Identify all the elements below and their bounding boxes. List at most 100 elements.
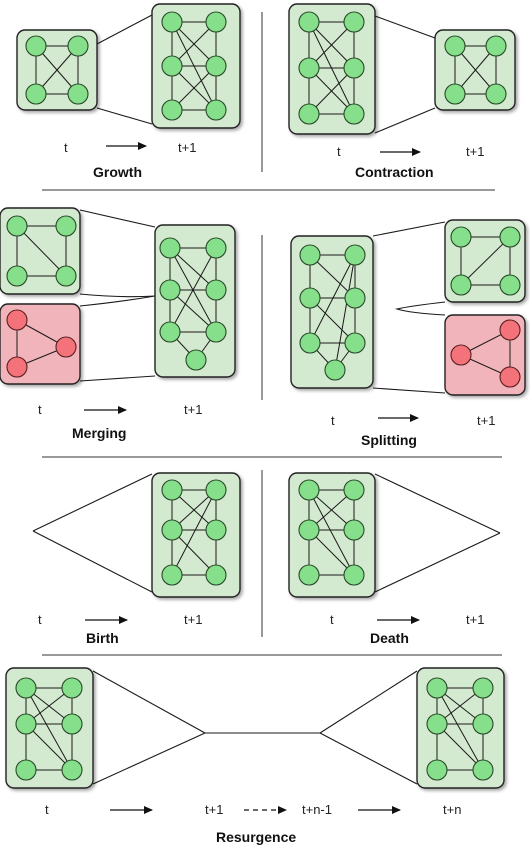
time-label-from: t <box>64 140 68 155</box>
node <box>55 215 77 237</box>
community-graph <box>161 11 227 121</box>
merging-panel: t t+1 Merging <box>0 207 236 441</box>
node <box>15 713 37 735</box>
panel-title: Growth <box>93 164 142 180</box>
node <box>343 479 365 501</box>
time-label-from: t <box>45 802 49 817</box>
node <box>161 564 183 586</box>
community-graph-red <box>6 309 77 378</box>
birth-panel: t t+1 Birth <box>32 472 241 646</box>
node <box>324 359 346 381</box>
node <box>161 519 183 541</box>
community-graph <box>159 237 227 371</box>
node <box>472 759 494 781</box>
node <box>426 713 448 735</box>
panel-title: Birth <box>86 630 119 646</box>
panel-title: Contraction <box>355 164 434 180</box>
time-label-from: t <box>337 144 341 159</box>
node <box>205 11 227 33</box>
time-label-to: t+1 <box>184 402 202 417</box>
node <box>67 83 89 105</box>
node <box>426 677 448 699</box>
node <box>499 226 521 248</box>
time-label-mid2: t+n-1 <box>302 802 332 817</box>
contraction-panel: t t+1 Contraction <box>288 3 516 180</box>
node <box>485 83 507 105</box>
node <box>343 11 365 33</box>
time-label-from: t <box>330 612 334 627</box>
node <box>159 321 181 343</box>
community-graph <box>298 479 365 586</box>
node <box>299 244 321 266</box>
growth-panel: t t+1 Growth <box>16 3 241 180</box>
node <box>67 35 89 57</box>
node <box>472 713 494 735</box>
node <box>343 57 365 79</box>
node <box>205 479 227 501</box>
node <box>444 83 466 105</box>
node <box>298 11 320 33</box>
node <box>6 265 28 287</box>
panel-title: Merging <box>72 425 126 441</box>
node <box>205 237 227 259</box>
node <box>6 356 28 378</box>
node <box>205 564 227 586</box>
node <box>485 35 507 57</box>
node <box>55 336 77 358</box>
node <box>205 321 227 343</box>
node <box>426 759 448 781</box>
node <box>15 677 37 699</box>
node <box>205 519 227 541</box>
node <box>343 564 365 586</box>
time-label-to: t+1 <box>178 140 196 155</box>
node <box>25 83 47 105</box>
node <box>499 319 521 341</box>
community-graph <box>161 479 227 586</box>
community-graph <box>15 677 83 781</box>
node <box>450 226 472 248</box>
section-dividers <box>42 12 502 656</box>
node <box>299 287 321 309</box>
node <box>61 713 83 735</box>
node <box>499 274 521 296</box>
community-graph <box>298 11 365 125</box>
time-label-to: t+1 <box>477 413 495 428</box>
node <box>472 677 494 699</box>
death-panel: t t+1 Death <box>288 472 501 646</box>
community-graph-red <box>450 319 521 388</box>
node <box>161 99 183 121</box>
node <box>61 759 83 781</box>
resurgence-panel: t t+1 t+n-1 t+n Resurgence <box>5 667 505 845</box>
node <box>205 279 227 301</box>
node <box>343 519 365 541</box>
community-graph <box>450 226 521 296</box>
node <box>161 55 183 77</box>
node <box>161 479 183 501</box>
node <box>298 564 320 586</box>
node <box>185 349 207 371</box>
node <box>6 215 28 237</box>
time-label-to: t+1 <box>184 612 202 627</box>
node <box>161 11 183 33</box>
node <box>499 366 521 388</box>
node <box>298 57 320 79</box>
community-graph <box>25 35 89 105</box>
node <box>344 287 366 309</box>
node <box>205 99 227 121</box>
node <box>344 244 366 266</box>
panel-title: Splitting <box>361 432 417 448</box>
node <box>159 237 181 259</box>
time-label-to: t+1 <box>466 144 484 159</box>
node <box>344 332 366 354</box>
node <box>159 279 181 301</box>
node <box>450 274 472 296</box>
node <box>298 479 320 501</box>
time-label-from: t <box>331 413 335 428</box>
node <box>450 344 472 366</box>
node <box>25 35 47 57</box>
node <box>299 332 321 354</box>
community-graph <box>444 35 507 105</box>
node <box>298 103 320 125</box>
time-label-mid1: t+1 <box>205 802 223 817</box>
